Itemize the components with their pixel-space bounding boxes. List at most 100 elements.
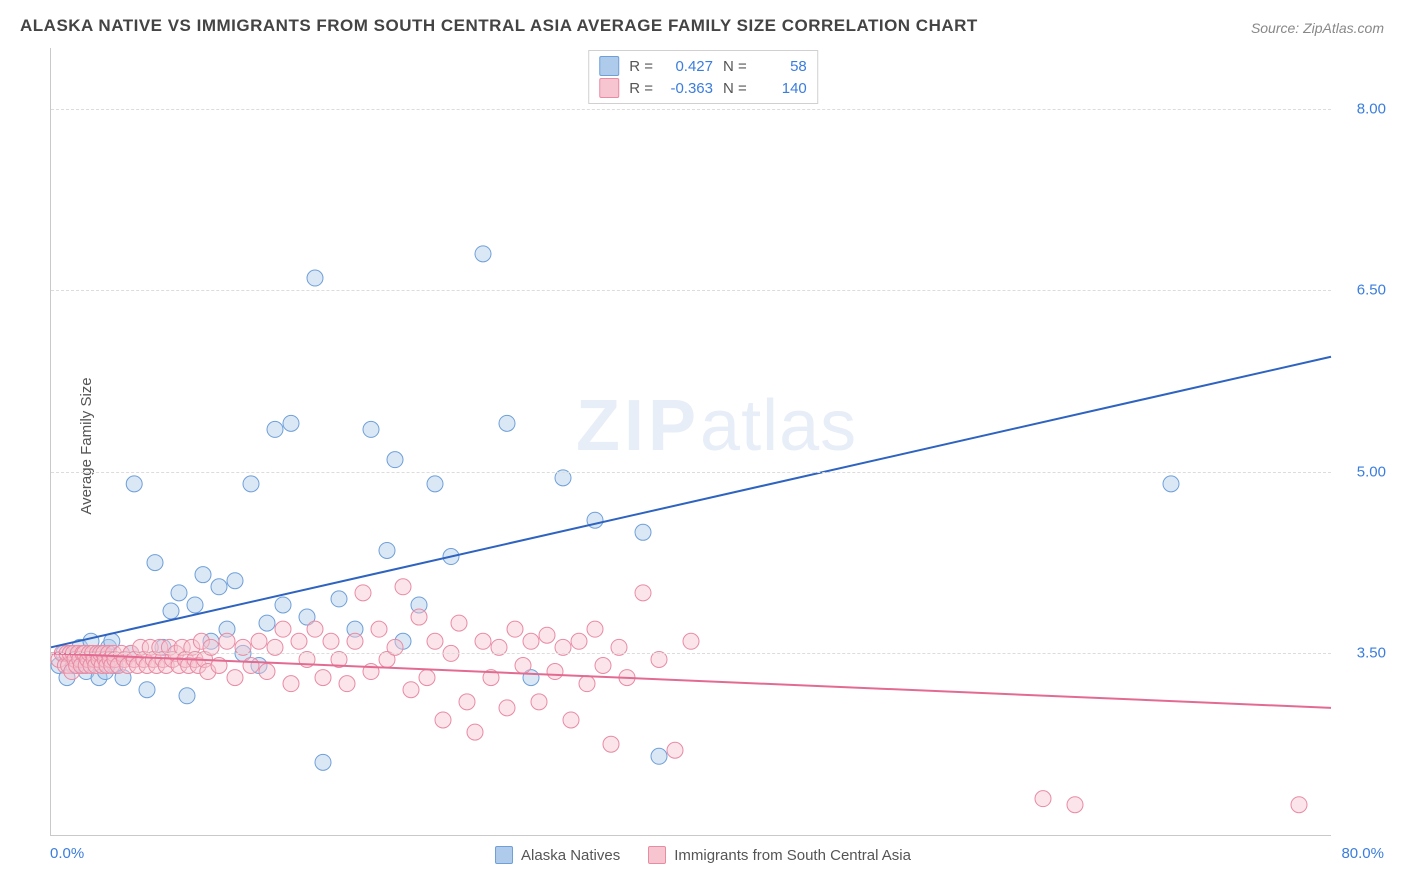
scatter-point — [331, 591, 347, 607]
scatter-point — [243, 657, 259, 673]
scatter-point — [515, 657, 531, 673]
y-tick-label: 5.00 — [1357, 463, 1386, 480]
stats-r-value: -0.363 — [663, 80, 713, 97]
y-tick-label: 3.50 — [1357, 645, 1386, 662]
chart-title: ALASKA NATIVE VS IMMIGRANTS FROM SOUTH C… — [20, 16, 978, 36]
scatter-point — [1035, 791, 1051, 807]
scatter-point — [411, 609, 427, 625]
scatter-point — [227, 573, 243, 589]
scatter-point — [1067, 797, 1083, 813]
scatter-point — [126, 476, 142, 492]
scatter-point — [587, 621, 603, 637]
scatter-point — [531, 694, 547, 710]
scatter-point — [435, 712, 451, 728]
scatter-point — [259, 615, 275, 631]
scatter-point — [147, 555, 163, 571]
x-axis-max-label: 80.0% — [1341, 845, 1384, 862]
scatter-point — [355, 585, 371, 601]
scatter-point — [635, 524, 651, 540]
scatter-point — [187, 597, 203, 613]
scatter-point — [595, 657, 611, 673]
scatter-point — [451, 615, 467, 631]
gridline — [51, 472, 1331, 473]
scatter-point — [211, 579, 227, 595]
scatter-point — [475, 246, 491, 262]
scatter-point — [243, 476, 259, 492]
scatter-point — [363, 421, 379, 437]
scatter-point — [427, 633, 443, 649]
scatter-point — [475, 633, 491, 649]
scatter-point — [539, 627, 555, 643]
scatter-point — [307, 270, 323, 286]
stats-r-label: R = — [629, 80, 653, 97]
scatter-point — [315, 754, 331, 770]
scatter-point — [347, 633, 363, 649]
stats-n-value: 58 — [757, 58, 807, 75]
y-tick-label: 6.50 — [1357, 282, 1386, 299]
stats-r-value: 0.427 — [663, 58, 713, 75]
scatter-point — [267, 421, 283, 437]
scatter-point — [171, 585, 187, 601]
scatter-point — [579, 676, 595, 692]
scatter-point — [683, 633, 699, 649]
scatter-point — [427, 476, 443, 492]
trend-line — [51, 357, 1331, 648]
scatter-point — [291, 633, 307, 649]
legend-item: Immigrants from South Central Asia — [648, 846, 911, 864]
scatter-point — [635, 585, 651, 601]
legend-swatch — [648, 846, 666, 864]
y-tick-label: 8.00 — [1357, 100, 1386, 117]
scatter-point — [339, 676, 355, 692]
trend-line — [51, 653, 1331, 707]
scatter-point — [283, 676, 299, 692]
scatter-point — [419, 670, 435, 686]
scatter-point — [275, 621, 291, 637]
scatter-point — [667, 742, 683, 758]
scatter-point — [395, 579, 411, 595]
scatter-point — [387, 452, 403, 468]
legend-swatch — [495, 846, 513, 864]
scatter-point — [547, 664, 563, 680]
scatter-point — [523, 633, 539, 649]
scatter-point — [179, 688, 195, 704]
x-axis-min-label: 0.0% — [50, 845, 84, 862]
scatter-point — [499, 415, 515, 431]
scatter-point — [1163, 476, 1179, 492]
scatter-point — [219, 633, 235, 649]
scatter-point — [467, 724, 483, 740]
stats-legend-box: R = 0.427 N = 58 R = -0.363 N = 140 — [588, 50, 818, 104]
scatter-point — [1291, 797, 1307, 813]
stats-n-value: 140 — [757, 80, 807, 97]
scatter-point — [459, 694, 475, 710]
stats-row: R = -0.363 N = 140 — [599, 77, 807, 99]
scatter-point — [651, 748, 667, 764]
chart-container: ALASKA NATIVE VS IMMIGRANTS FROM SOUTH C… — [0, 0, 1406, 892]
scatter-point — [283, 415, 299, 431]
gridline — [51, 653, 1331, 654]
source-attribution: Source: ZipAtlas.com — [1251, 20, 1384, 36]
scatter-point — [371, 621, 387, 637]
scatter-point — [563, 712, 579, 728]
scatter-point — [403, 682, 419, 698]
scatter-point — [315, 670, 331, 686]
scatter-point — [259, 664, 275, 680]
scatter-point — [379, 542, 395, 558]
scatter-point — [139, 682, 155, 698]
stats-n-label: N = — [723, 58, 747, 75]
scatter-point — [323, 633, 339, 649]
series-swatch — [599, 56, 619, 76]
scatter-point — [499, 700, 515, 716]
scatter-point — [571, 633, 587, 649]
gridline — [51, 290, 1331, 291]
scatter-point — [195, 567, 211, 583]
bottom-legend: Alaska Natives Immigrants from South Cent… — [495, 846, 911, 864]
legend-item: Alaska Natives — [495, 846, 620, 864]
scatter-point — [603, 736, 619, 752]
stats-row: R =0.427N =58 — [599, 55, 807, 77]
legend-label: Alaska Natives — [521, 847, 620, 864]
stats-n-label: N = — [723, 80, 747, 97]
legend-label: Immigrants from South Central Asia — [674, 847, 911, 864]
plot-area: ZIPatlas 3.505.006.508.00 — [50, 48, 1331, 836]
scatter-point — [227, 670, 243, 686]
plot-svg — [51, 48, 1331, 835]
